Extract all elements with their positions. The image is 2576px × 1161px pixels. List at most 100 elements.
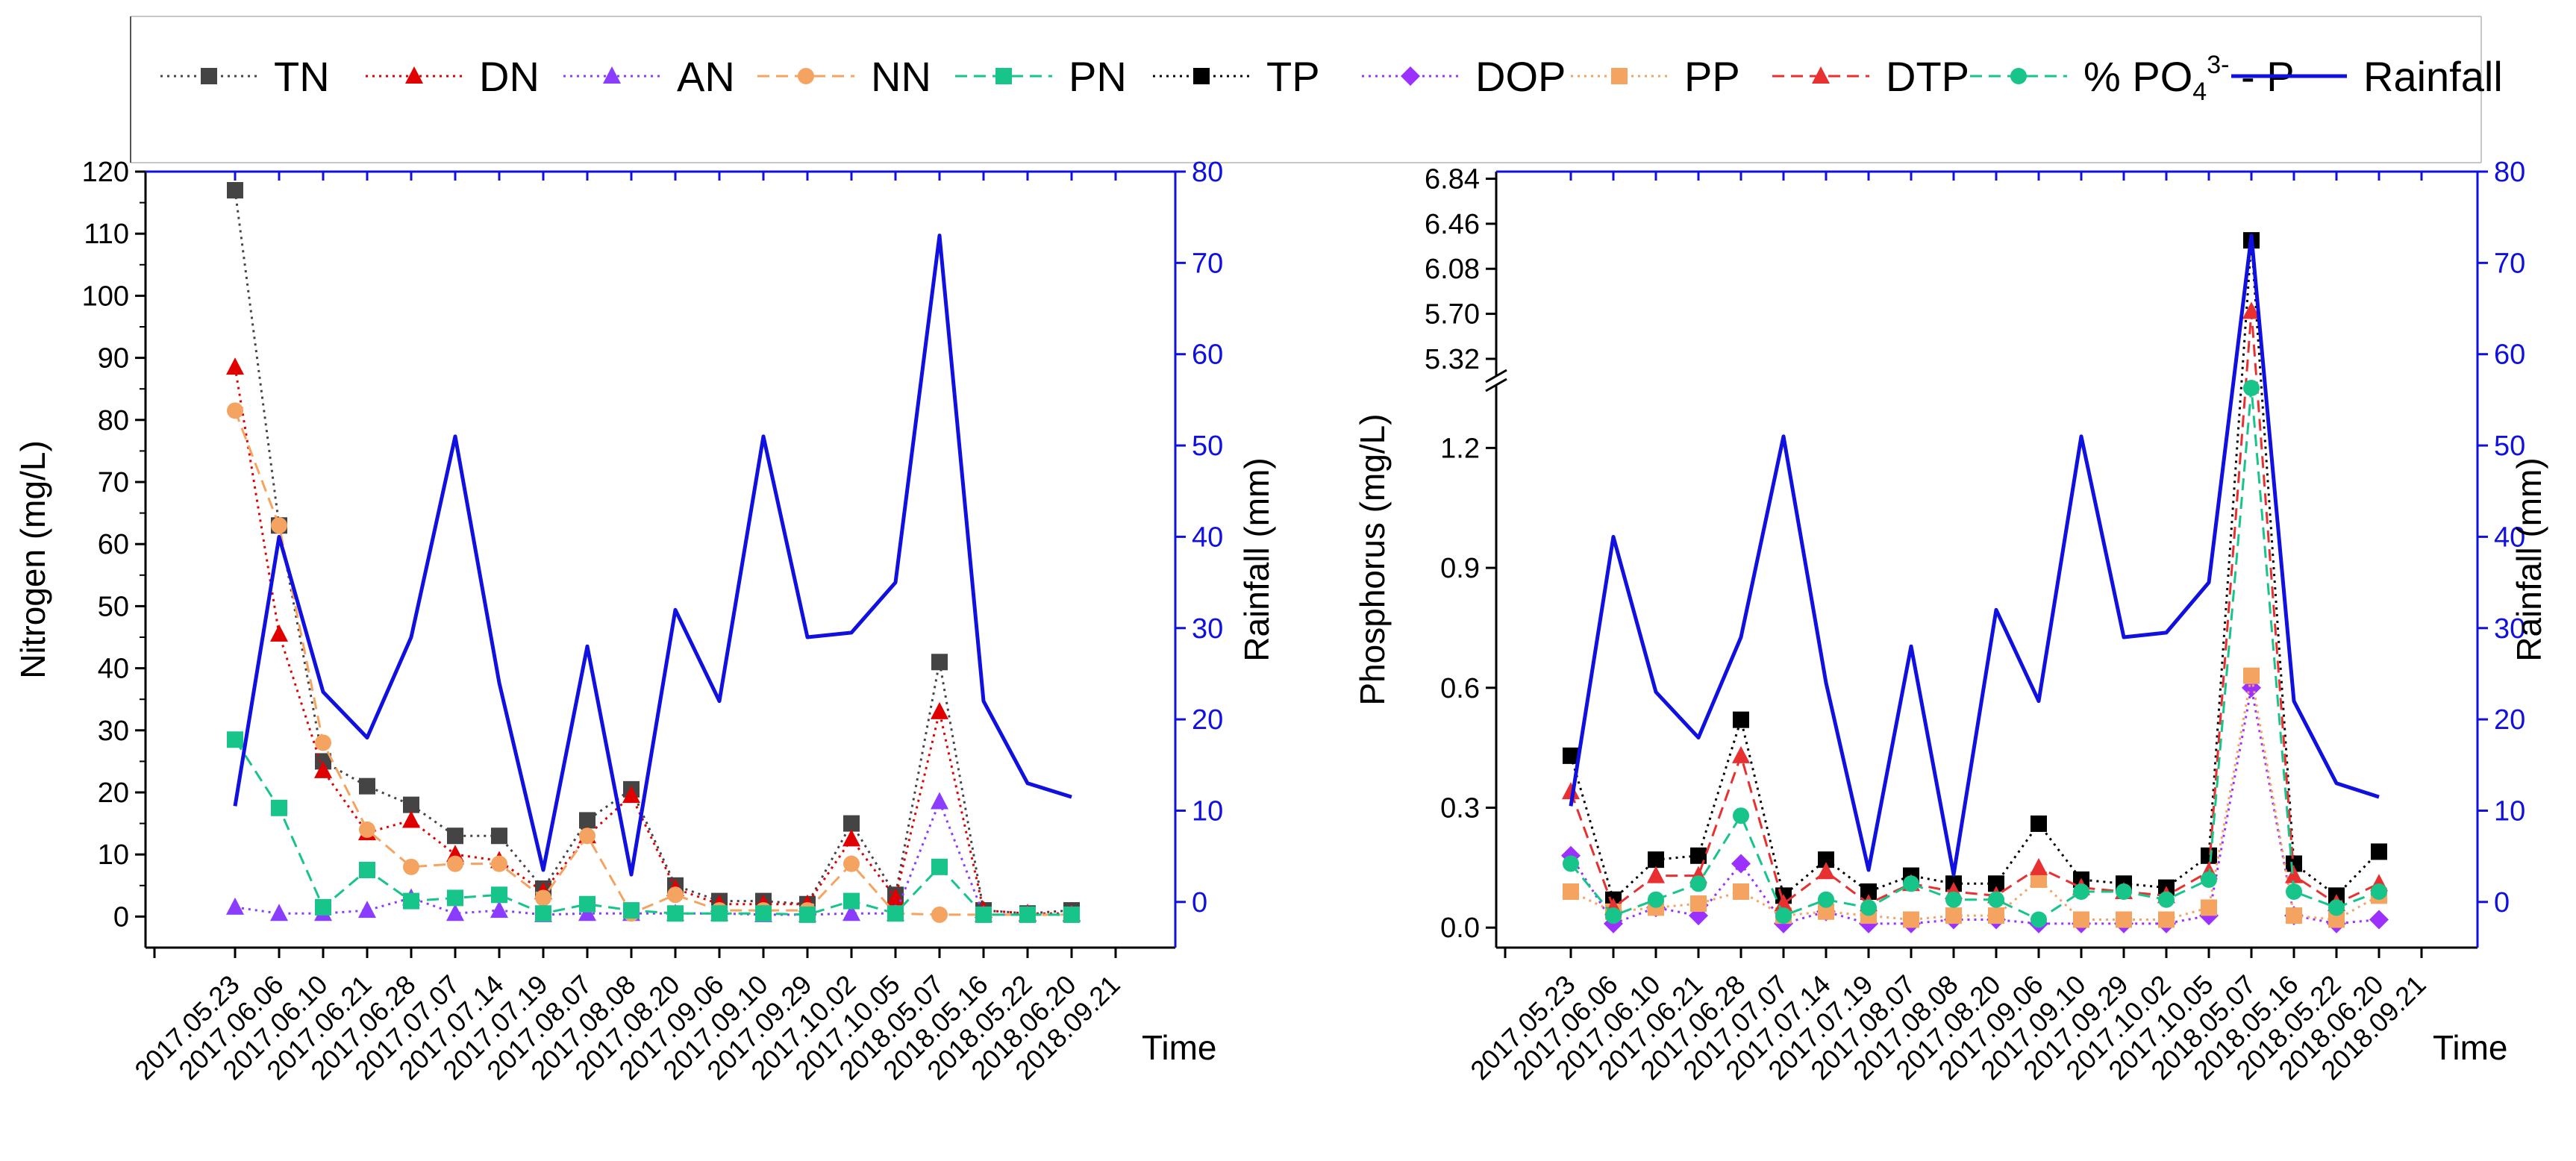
data-point-tp bbox=[1988, 875, 2004, 892]
data-point-pn bbox=[227, 731, 243, 748]
data-point-pn bbox=[931, 858, 948, 875]
legend-label: PP bbox=[1684, 53, 1740, 100]
data-point-nn bbox=[491, 855, 507, 872]
data-point-pn bbox=[315, 898, 331, 916]
data-point-dtp bbox=[1732, 745, 1750, 763]
legend-item-pp: PP bbox=[1571, 53, 1740, 100]
data-point-tn bbox=[579, 812, 595, 829]
left-axis-ticks: 0.0 0.3 0.6 0.9 1.2 5.32 5.70 6.08 6.46 6.84 bbox=[1425, 164, 1496, 944]
y2-tick-label: 80 bbox=[1192, 157, 1223, 188]
axis-break-mark bbox=[1485, 369, 1507, 384]
data-point-nn bbox=[315, 734, 331, 751]
data-point-po4-3-p bbox=[2116, 883, 2132, 900]
legend-marker bbox=[798, 68, 814, 84]
legend-label: Rainfall bbox=[2363, 53, 2503, 100]
data-point-pn bbox=[535, 905, 551, 922]
y2-tick-label: 20 bbox=[2494, 704, 2525, 736]
data-point-pn bbox=[975, 906, 992, 923]
legend-label: PN bbox=[1069, 53, 1127, 100]
data-point-nn bbox=[535, 889, 551, 907]
data-point-dtp bbox=[2285, 866, 2303, 883]
legend-marker bbox=[201, 68, 217, 84]
data-point-an bbox=[226, 897, 244, 915]
series-dop bbox=[1561, 677, 2389, 933]
y-tick-label: 0.6 bbox=[1440, 673, 1480, 704]
y-tick-label: 5.70 bbox=[1425, 299, 1480, 331]
data-point-tp bbox=[2371, 843, 2387, 860]
top-axis-ticks bbox=[234, 172, 1117, 181]
data-point-nn bbox=[359, 821, 375, 838]
x-axis-title: Time bbox=[2433, 1028, 2508, 1067]
data-point-dtp bbox=[1817, 862, 1835, 880]
y2-tick-label: 50 bbox=[1192, 431, 1223, 462]
data-point-dn bbox=[842, 829, 860, 847]
legend-label: DOP bbox=[1475, 53, 1566, 100]
series-line-dtp bbox=[1569, 310, 2380, 909]
y-tick-label: 5.32 bbox=[1425, 344, 1480, 375]
legend-marker bbox=[1812, 66, 1830, 84]
y2-tick-label: 10 bbox=[1192, 795, 1223, 827]
series-pp bbox=[1563, 667, 2387, 928]
y-tick-label: 100 bbox=[82, 281, 129, 312]
data-point-pn bbox=[755, 905, 772, 922]
data-point-nn bbox=[403, 858, 419, 875]
data-point-tp bbox=[1648, 851, 1664, 869]
data-point-pn bbox=[447, 889, 463, 907]
series-line-po4-3-p bbox=[1569, 387, 2380, 921]
panel-nitrogen: 0 10 20 30 40 50 60 70 80 90 100 110 120 0 10 20 30 40 50 6… bbox=[13, 157, 1276, 1086]
legend-marker bbox=[1401, 66, 1420, 86]
series-dn bbox=[226, 357, 1081, 921]
y2-tick-label: 40 bbox=[2494, 522, 2525, 553]
data-point-po4-3-p bbox=[2073, 883, 2089, 900]
data-point-pp bbox=[2031, 871, 2047, 888]
data-point-pp bbox=[2201, 899, 2217, 916]
legend-item-dop: DOP bbox=[1362, 53, 1566, 100]
legend-label: AN bbox=[677, 53, 735, 100]
legend-label: TP bbox=[1266, 53, 1320, 100]
data-point-pp bbox=[2286, 907, 2302, 924]
data-point-dn bbox=[270, 624, 288, 642]
data-point-dtp bbox=[1562, 782, 1580, 800]
data-point-tn bbox=[359, 777, 375, 795]
y-tick-label: 6.84 bbox=[1425, 164, 1480, 195]
data-point-nn bbox=[667, 886, 684, 904]
data-point-pp bbox=[1733, 883, 1749, 900]
y-tick-label: 40 bbox=[98, 654, 129, 685]
data-point-nn bbox=[271, 517, 287, 534]
series-line-tn bbox=[234, 190, 1072, 915]
axis-break-mark bbox=[1485, 378, 1507, 392]
data-point-po4-3-p bbox=[1690, 875, 1707, 892]
y-tick-label: 20 bbox=[98, 777, 129, 809]
series-line-rainfall bbox=[1569, 234, 2380, 877]
data-point-dtp bbox=[2030, 857, 2048, 875]
data-point-po4-3-p bbox=[1563, 855, 1579, 872]
legend-item-dtp: DTP bbox=[1772, 53, 1969, 100]
y2-tick-label: 70 bbox=[2494, 248, 2525, 279]
data-point-dtp bbox=[1647, 866, 1665, 883]
y2-tick-label: 0 bbox=[1192, 887, 1207, 919]
legend: TN DN AN NN PN TP DOP PP DTP % PO43- - P Rainfall bbox=[130, 16, 2503, 163]
data-point-nn bbox=[843, 855, 860, 872]
series-tp bbox=[1563, 232, 2387, 908]
data-point-po4-3-p bbox=[2031, 911, 2047, 928]
y-tick-label: 0.0 bbox=[1440, 913, 1480, 944]
data-point-pn bbox=[271, 799, 287, 816]
y2-tick-label: 60 bbox=[1192, 339, 1223, 371]
x-axis-ticks: 2017.05.232017.06.062017.06.102017.06.21… bbox=[1464, 948, 2432, 1086]
y-tick-label: 6.46 bbox=[1425, 209, 1480, 240]
legend-marker bbox=[603, 66, 621, 84]
y-tick-label: 1.2 bbox=[1440, 433, 1480, 464]
left-axis-ticks: 0 10 20 30 40 50 60 70 80 90 100 110 120 bbox=[82, 157, 146, 933]
data-point-po4-3-p bbox=[1860, 899, 1877, 916]
y2-tick-label: 80 bbox=[2494, 157, 2525, 188]
data-point-an bbox=[446, 904, 464, 921]
plot-frame bbox=[1485, 170, 2479, 949]
data-point-tp bbox=[2286, 855, 2302, 872]
data-point-po4-3-p bbox=[2371, 883, 2387, 900]
y2-tick-label: 50 bbox=[2494, 431, 2525, 462]
series-line-tp bbox=[1569, 239, 2380, 901]
y-tick-label: 0.9 bbox=[1440, 553, 1480, 584]
y-axis-title: Phosphorus (mg/L) bbox=[1353, 413, 1392, 705]
